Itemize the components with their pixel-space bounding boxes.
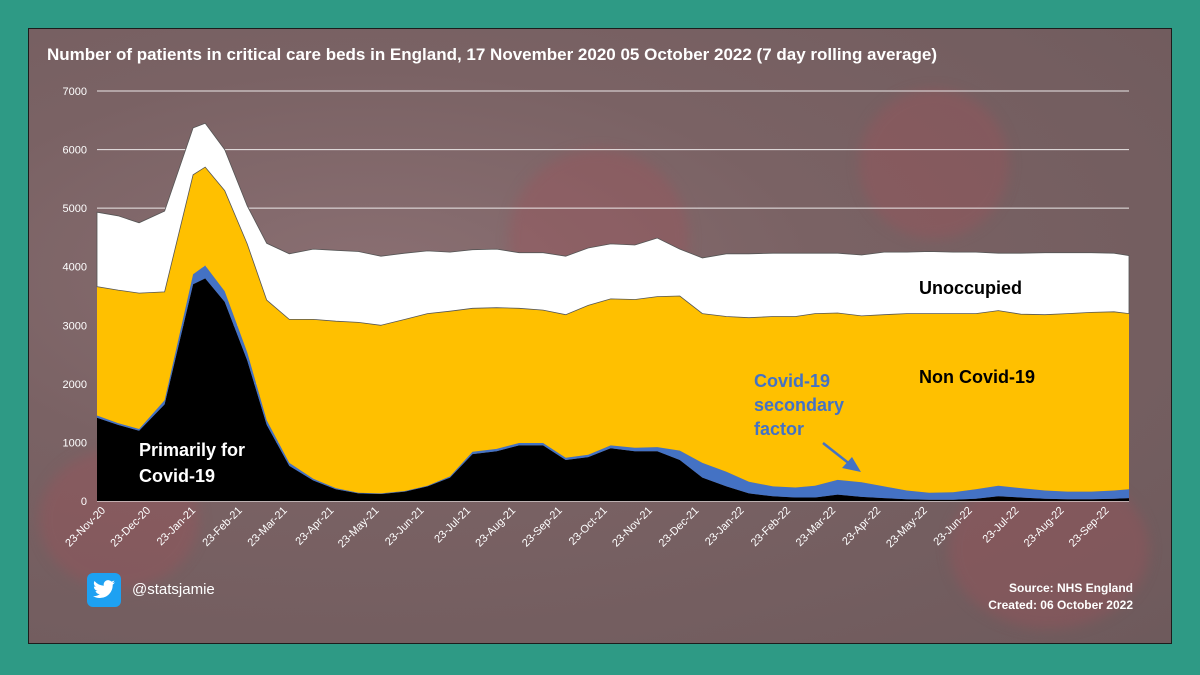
twitter-bird-icon xyxy=(93,580,115,599)
source-text: Source: NHS England xyxy=(1008,581,1133,595)
x-tick-label: 23-Jul-21 xyxy=(432,505,473,546)
x-tick-label: 23-Feb-21 xyxy=(200,505,244,549)
label-primarily-covid: Primarily for Covid-19 xyxy=(139,440,250,486)
y-tick-label: 6000 xyxy=(63,145,87,157)
x-tick-label: 23-Aug-22 xyxy=(1022,505,1067,550)
x-tick-label: 23-Apr-21 xyxy=(293,505,336,548)
background-virus-blob xyxy=(859,89,1009,239)
x-tick-label: 23-May-21 xyxy=(336,505,382,551)
area-unoccupied xyxy=(96,122,1130,326)
x-tick-label: 23-Dec-20 xyxy=(108,505,153,550)
y-tick-label: 3000 xyxy=(63,320,87,332)
x-tick-label: 23-Mar-21 xyxy=(246,505,290,549)
y-tick-label: 7000 xyxy=(63,86,87,98)
x-tick-label: 23-Mar-22 xyxy=(794,505,838,549)
x-tick-label: 23-Oct-21 xyxy=(567,505,610,548)
y-tick-label: 4000 xyxy=(63,262,87,274)
y-tick-label: 5000 xyxy=(63,203,87,215)
x-tick-label: 23-Jan-22 xyxy=(703,505,747,549)
x-tick-label: 23-Nov-21 xyxy=(610,505,655,550)
x-tick-label: 23-Apr-22 xyxy=(840,505,883,548)
secondary-factor-arrowhead xyxy=(842,457,861,472)
y-tick-label: 0 xyxy=(81,496,87,508)
x-tick-label: 23-May-22 xyxy=(884,505,930,551)
y-tick-label: 2000 xyxy=(63,379,87,391)
label-secondary-factor: Covid-19 secondary factor xyxy=(754,371,849,439)
twitter-icon[interactable] xyxy=(87,573,121,607)
chart-title: Number of patients in critical care beds… xyxy=(47,45,937,64)
label-non-covid: Non Covid-19 xyxy=(919,367,1035,387)
x-tick-label: 23-Nov-20 xyxy=(63,505,108,550)
x-tick-label: 23-Jan-21 xyxy=(155,505,199,549)
x-tick-label: 23-Jun-21 xyxy=(383,505,427,549)
x-tick-label: 23-Sep-21 xyxy=(520,505,565,550)
x-tick-label: 23-Jul-22 xyxy=(981,505,1022,546)
chart-panel: Number of patients in critical care beds… xyxy=(28,28,1172,644)
x-tick-label: 23-Dec-21 xyxy=(657,505,702,550)
area-non-covid-19 xyxy=(97,167,1129,494)
y-tick-label: 1000 xyxy=(63,437,87,449)
source-credit: Source: NHS England Created: 06 October … xyxy=(988,580,1133,614)
x-tick-label: 23-Aug-21 xyxy=(473,505,518,550)
x-tick-label: 23-Sep-22 xyxy=(1067,505,1112,550)
x-tick-label: 23-Jun-22 xyxy=(931,505,975,549)
twitter-handle[interactable]: @statsjamie xyxy=(132,581,215,598)
created-date: Created: 06 October 2022 xyxy=(988,598,1133,612)
secondary-factor-arrow-line xyxy=(822,442,852,466)
x-tick-label: 23-Feb-22 xyxy=(749,505,793,549)
area-primarily-for-covid-19 xyxy=(97,278,1129,501)
label-unoccupied: Unoccupied xyxy=(919,278,1022,298)
